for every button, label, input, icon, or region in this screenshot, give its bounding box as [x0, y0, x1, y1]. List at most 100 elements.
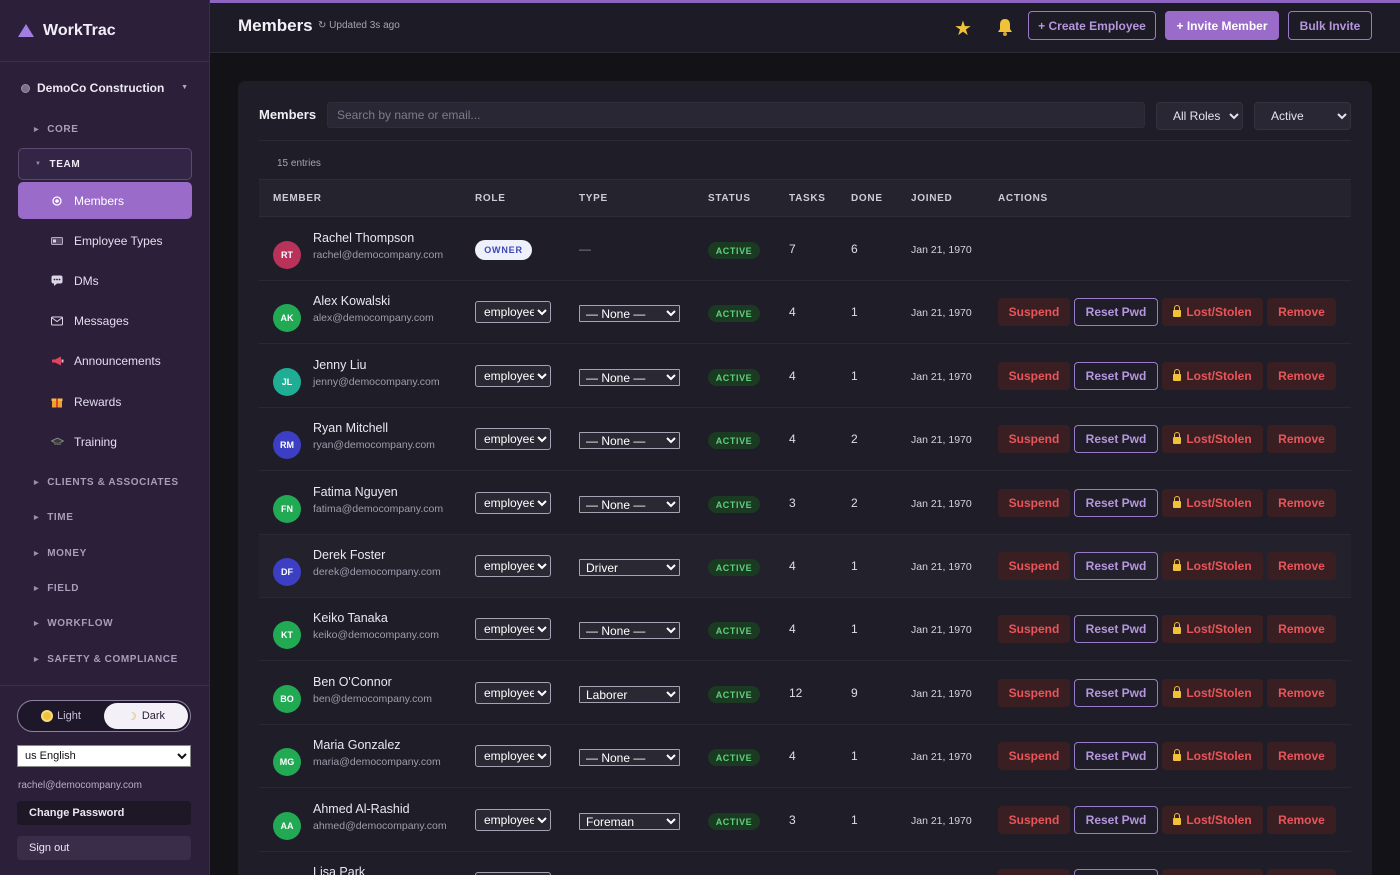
lost-stolen-button[interactable]: Lost/Stolen	[1162, 742, 1263, 770]
reset-password-button[interactable]: Reset Pwd	[1074, 489, 1158, 517]
section-label: WORKFLOW	[47, 617, 114, 629]
role-select[interactable]: employee	[475, 555, 551, 577]
reset-password-button[interactable]: Reset Pwd	[1074, 362, 1158, 390]
type-select[interactable]: — None —	[579, 432, 680, 449]
section-team[interactable]: ▼ TEAM	[18, 148, 192, 180]
remove-button[interactable]: Remove	[1267, 742, 1336, 770]
remove-button[interactable]: Remove	[1267, 362, 1336, 390]
sidebar-item-employee-types[interactable]: Employee Types	[18, 222, 192, 259]
reset-password-button[interactable]: Reset Pwd	[1074, 806, 1158, 834]
role-select[interactable]: employee	[475, 301, 551, 323]
org-switcher[interactable]: DemoCo Construction ▼	[14, 76, 196, 100]
language-select[interactable]: us English	[17, 745, 191, 767]
role-select[interactable]: employee	[475, 809, 551, 831]
remove-button[interactable]: Remove	[1267, 425, 1336, 453]
reset-password-button[interactable]: Reset Pwd	[1074, 552, 1158, 580]
table-row: MG Maria Gonzalez maria@democompany.com emp…	[259, 725, 1351, 788]
suspend-button[interactable]: Suspend	[998, 362, 1070, 390]
section-field[interactable]: ▶ FIELD	[18, 572, 192, 604]
suspend-button[interactable]: Suspend	[998, 742, 1070, 770]
suspend-button[interactable]: Suspend	[998, 298, 1070, 326]
section-money[interactable]: ▶ MONEY	[18, 537, 192, 569]
remove-button[interactable]: Remove	[1267, 298, 1336, 326]
lost-stolen-button[interactable]: Lost/Stolen	[1162, 615, 1263, 643]
role-select[interactable]: employee	[475, 872, 551, 875]
type-select[interactable]: Driver	[579, 559, 680, 576]
avatar-initials: RM	[280, 440, 294, 450]
invite-member-button[interactable]: + Invite Member	[1165, 11, 1279, 40]
lost-stolen-button[interactable]: Lost/Stolen	[1162, 298, 1263, 326]
sidebar-item-messages[interactable]: Messages	[18, 302, 192, 339]
member-name: Alex Kowalski	[313, 294, 391, 308]
sign-out-button[interactable]: Sign out	[17, 836, 191, 860]
bulk-invite-button[interactable]: Bulk Invite	[1288, 11, 1372, 40]
role-select[interactable]: employee	[475, 682, 551, 704]
change-password-button[interactable]: Change Password	[17, 801, 191, 825]
lost-stolen-button[interactable]: Lost/Stolen	[1162, 679, 1263, 707]
type-select[interactable]: — None —	[579, 749, 680, 766]
sidebar-item-announcements[interactable]: Announcements	[18, 342, 192, 379]
remove-button[interactable]: Remove	[1267, 552, 1336, 580]
remove-button[interactable]: Remove	[1267, 489, 1336, 517]
suspend-button[interactable]: Suspend	[998, 552, 1070, 580]
reset-password-button[interactable]: Reset Pwd	[1074, 869, 1158, 875]
reset-password-button[interactable]: Reset Pwd	[1074, 615, 1158, 643]
reset-password-button[interactable]: Reset Pwd	[1074, 298, 1158, 326]
sidebar-item-rewards[interactable]: Rewards	[18, 383, 192, 420]
brand[interactable]: WorkTrac	[0, 0, 209, 62]
suspend-button[interactable]: Suspend	[998, 615, 1070, 643]
role-select[interactable]: employee	[475, 745, 551, 767]
lost-stolen-button[interactable]: Lost/Stolen	[1162, 425, 1263, 453]
search-input[interactable]	[327, 102, 1145, 128]
lost-stolen-button[interactable]: Lost/Stolen	[1162, 552, 1263, 580]
type-select[interactable]: — None —	[579, 622, 680, 639]
lost-stolen-button[interactable]: Lost/Stolen	[1162, 806, 1263, 834]
remove-button[interactable]: Remove	[1267, 615, 1336, 643]
chevron-right-icon: ▶	[34, 126, 40, 133]
suspend-button[interactable]: Suspend	[998, 489, 1070, 517]
section-core[interactable]: ▶ CORE	[18, 113, 192, 145]
type-select[interactable]: Foreman	[579, 813, 680, 830]
section-workflow[interactable]: ▶ WORKFLOW	[18, 607, 192, 639]
remove-button[interactable]: Remove	[1267, 869, 1336, 875]
sidebar-item-members[interactable]: Members	[18, 182, 192, 219]
role-select[interactable]: employee	[475, 428, 551, 450]
suspend-button[interactable]: Suspend	[998, 869, 1070, 875]
suspend-button[interactable]: Suspend	[998, 679, 1070, 707]
remove-button[interactable]: Remove	[1267, 679, 1336, 707]
lock-icon	[1173, 621, 1182, 634]
status-filter-select[interactable]: Active	[1254, 102, 1351, 130]
member-name: Derek Foster	[313, 548, 386, 562]
create-employee-button[interactable]: + Create Employee	[1028, 11, 1156, 40]
star-icon[interactable]: ★	[954, 18, 972, 40]
suspend-button[interactable]: Suspend	[998, 425, 1070, 453]
app-name: WorkTrac	[43, 21, 116, 39]
role-select[interactable]: employee	[475, 618, 551, 640]
lost-stolen-button[interactable]: Lost/Stolen	[1162, 869, 1263, 875]
role-filter-select[interactable]: All Roles	[1156, 102, 1243, 130]
bell-icon[interactable]	[994, 16, 1016, 38]
lost-stolen-button[interactable]: Lost/Stolen	[1162, 362, 1263, 390]
type-select[interactable]: — None —	[579, 369, 680, 386]
reset-password-button[interactable]: Reset Pwd	[1074, 425, 1158, 453]
type-select[interactable]: Laborer	[579, 686, 680, 703]
section-safety-compliance[interactable]: ▶ SAFETY & COMPLIANCE	[18, 643, 192, 675]
role-select[interactable]: employee	[475, 492, 551, 514]
sidebar-item-label: Announcements	[74, 353, 161, 368]
lock-icon	[1173, 495, 1182, 508]
reset-password-button[interactable]: Reset Pwd	[1074, 742, 1158, 770]
lost-stolen-button[interactable]: Lost/Stolen	[1162, 489, 1263, 517]
sidebar-item-dms[interactable]: DMs	[18, 262, 192, 299]
chevron-right-icon: ▶	[34, 585, 40, 592]
section-time[interactable]: ▶ TIME	[18, 501, 192, 533]
role-select[interactable]: employee	[475, 365, 551, 387]
section-clients-associates[interactable]: ▶ CLIENTS & ASSOCIATES	[18, 466, 192, 498]
theme-light-option[interactable]: Light	[20, 703, 104, 729]
remove-button[interactable]: Remove	[1267, 806, 1336, 834]
type-select[interactable]: — None —	[579, 305, 680, 322]
theme-dark-option[interactable]: ☽ Dark	[104, 703, 188, 729]
reset-password-button[interactable]: Reset Pwd	[1074, 679, 1158, 707]
type-select[interactable]: — None —	[579, 496, 680, 513]
sidebar-item-training[interactable]: Training	[18, 423, 192, 460]
suspend-button[interactable]: Suspend	[998, 806, 1070, 834]
